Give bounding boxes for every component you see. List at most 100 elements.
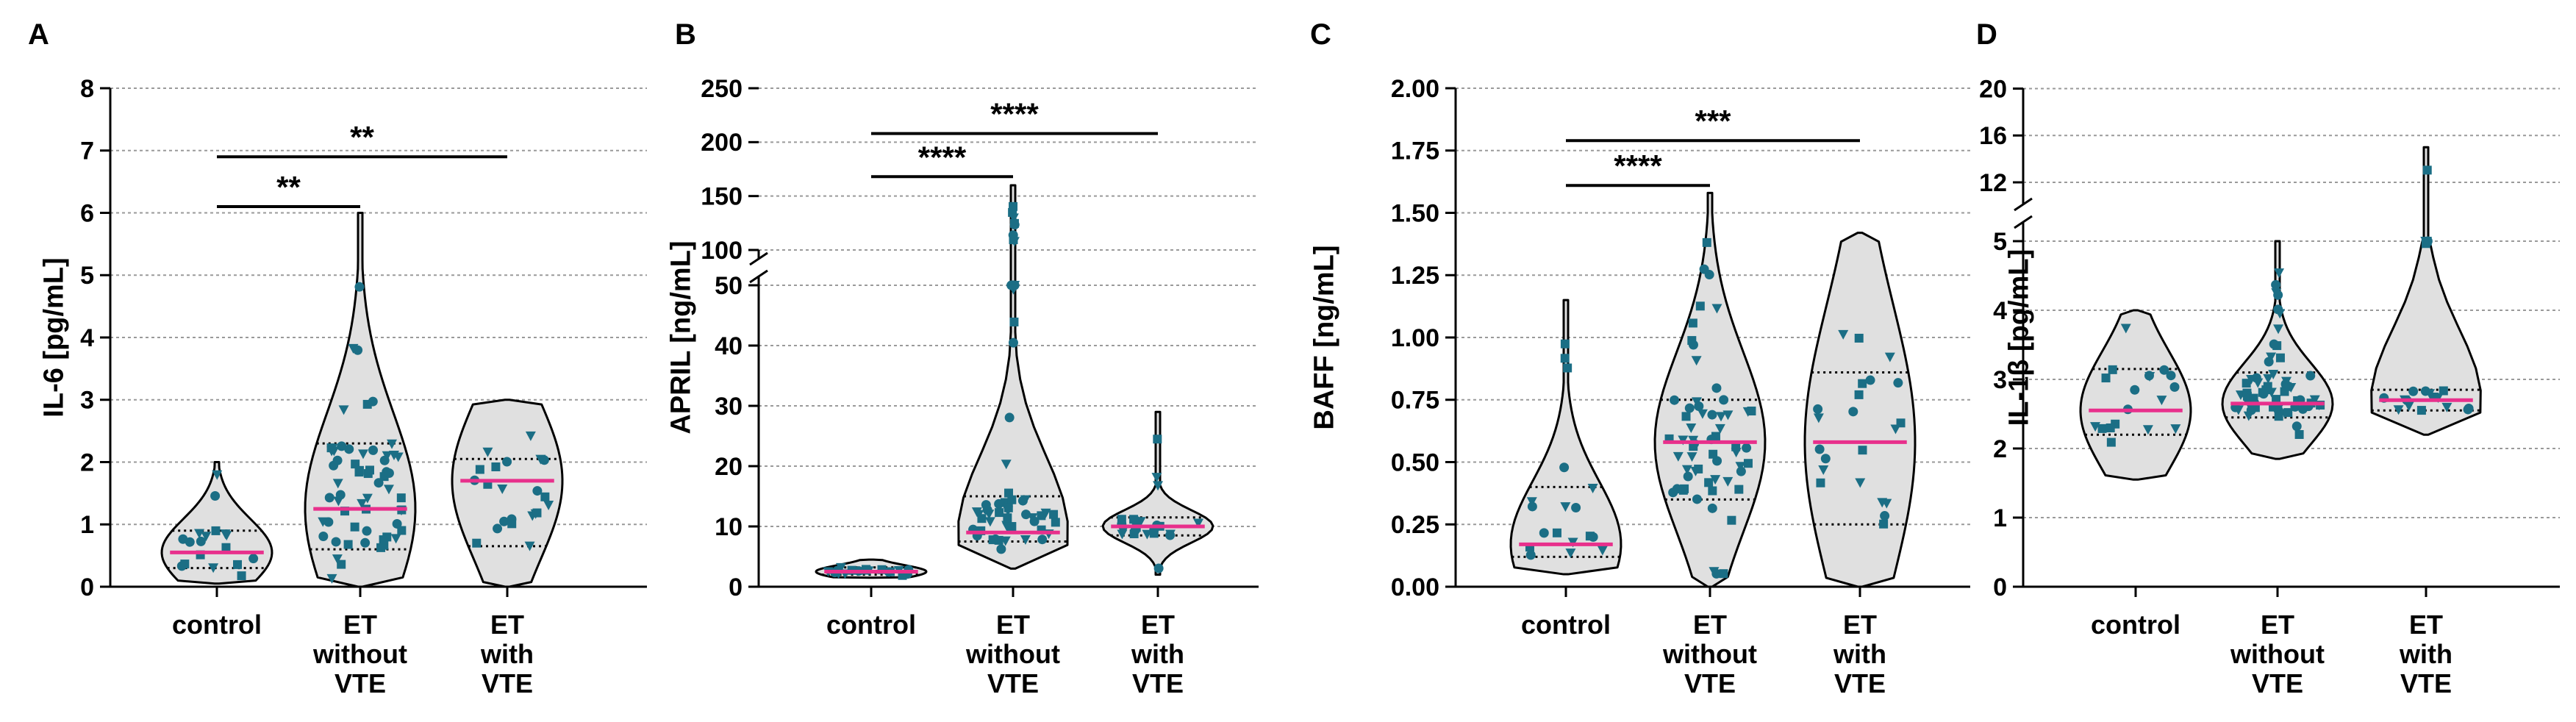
significance-label: ** bbox=[276, 170, 301, 204]
data-point bbox=[210, 490, 221, 501]
y-tick-label: 2 bbox=[80, 448, 94, 476]
data-point bbox=[2294, 429, 2304, 439]
data-point bbox=[1858, 379, 1867, 388]
x-category-label: ET bbox=[1141, 610, 1175, 640]
data-point bbox=[196, 536, 206, 546]
data-point bbox=[332, 554, 343, 565]
data-point bbox=[1688, 318, 1697, 328]
data-point bbox=[2106, 437, 2116, 447]
data-point bbox=[1526, 497, 1537, 507]
data-point bbox=[390, 534, 401, 544]
data-point bbox=[2258, 389, 2269, 399]
data-point bbox=[1009, 218, 1019, 228]
data-point bbox=[337, 441, 347, 451]
data-point bbox=[1552, 528, 1561, 537]
data-point bbox=[1008, 337, 1018, 348]
y-tick-label: 0.25 bbox=[1391, 511, 1439, 539]
data-point bbox=[1708, 486, 1717, 496]
data-point bbox=[524, 541, 535, 551]
y-tick-label: 1 bbox=[80, 511, 94, 539]
y-tick-label: 50 bbox=[715, 272, 743, 300]
data-point bbox=[1153, 481, 1164, 491]
data-point bbox=[1683, 471, 1693, 482]
data-point bbox=[397, 526, 407, 535]
data-point bbox=[1699, 264, 1709, 274]
data-point bbox=[332, 455, 343, 465]
data-point bbox=[1587, 483, 1598, 493]
data-point bbox=[1855, 478, 1866, 488]
y-tick-label: 6 bbox=[80, 199, 94, 227]
y-axis-label: BAFF [ng/mL] bbox=[1309, 245, 1339, 429]
data-point bbox=[1692, 494, 1702, 504]
data-point bbox=[1820, 454, 1831, 464]
data-point bbox=[1527, 501, 1537, 512]
data-point bbox=[221, 543, 231, 552]
data-point bbox=[1743, 459, 1753, 468]
violin-3 bbox=[1803, 232, 1917, 588]
data-point bbox=[1000, 536, 1011, 546]
data-point bbox=[338, 405, 349, 415]
data-point bbox=[2422, 165, 2432, 175]
x-category-label: ET bbox=[1693, 610, 1727, 640]
data-point bbox=[1716, 412, 1727, 422]
data-point bbox=[1865, 375, 1875, 385]
data-point bbox=[1051, 518, 1060, 527]
data-point bbox=[1153, 435, 1162, 444]
data-point bbox=[2271, 279, 2281, 290]
data-point bbox=[507, 519, 517, 529]
data-point bbox=[2425, 389, 2436, 399]
data-point bbox=[1838, 329, 1849, 340]
data-point bbox=[2439, 386, 2448, 396]
data-point bbox=[2249, 393, 2258, 403]
y-tick-label: 2 bbox=[1993, 435, 2007, 463]
data-point bbox=[1884, 352, 1895, 362]
data-point bbox=[1742, 407, 1753, 417]
data-point bbox=[201, 532, 212, 542]
data-point bbox=[2166, 371, 2176, 381]
data-point bbox=[2170, 424, 2181, 435]
data-point bbox=[2274, 268, 2285, 279]
data-point bbox=[2422, 236, 2433, 246]
data-point bbox=[2253, 378, 2264, 388]
data-point bbox=[351, 460, 360, 469]
data-point bbox=[362, 493, 373, 504]
data-point bbox=[539, 455, 549, 465]
data-point bbox=[1691, 356, 1702, 366]
data-point bbox=[1007, 495, 1017, 504]
axis-break-mark bbox=[749, 251, 768, 266]
data-point bbox=[1691, 397, 1702, 407]
data-point bbox=[2305, 371, 2316, 381]
data-point bbox=[1001, 521, 1012, 531]
x-category-label: VTE bbox=[482, 668, 533, 698]
data-point bbox=[211, 526, 221, 535]
data-point bbox=[1560, 354, 1570, 363]
data-point bbox=[1686, 423, 1697, 434]
data-point bbox=[1049, 510, 1059, 519]
x-category-label: with bbox=[480, 639, 534, 669]
data-point bbox=[383, 485, 394, 495]
data-point bbox=[502, 457, 512, 467]
violin-1 bbox=[160, 461, 273, 585]
data-point bbox=[984, 510, 995, 520]
x-category-label: ET bbox=[490, 610, 524, 640]
data-point bbox=[2309, 395, 2320, 405]
panel-letter: A bbox=[28, 18, 49, 51]
data-point bbox=[1736, 466, 1746, 476]
data-point bbox=[482, 447, 493, 457]
data-point bbox=[387, 439, 398, 449]
data-point bbox=[1880, 511, 1890, 521]
data-point bbox=[1680, 484, 1689, 493]
data-point bbox=[1539, 528, 1549, 538]
data-point bbox=[1029, 516, 1040, 526]
data-point bbox=[362, 526, 372, 536]
violin-2 bbox=[957, 184, 1069, 570]
data-point bbox=[350, 522, 359, 532]
data-point bbox=[1694, 464, 1703, 473]
y-tick-label: 5 bbox=[80, 262, 94, 290]
data-point bbox=[1559, 462, 1570, 473]
data-point bbox=[1854, 390, 1864, 399]
data-point bbox=[1686, 452, 1697, 462]
data-point bbox=[382, 451, 393, 461]
y-tick-label: 12 bbox=[1979, 169, 2007, 197]
data-point bbox=[2130, 385, 2140, 395]
